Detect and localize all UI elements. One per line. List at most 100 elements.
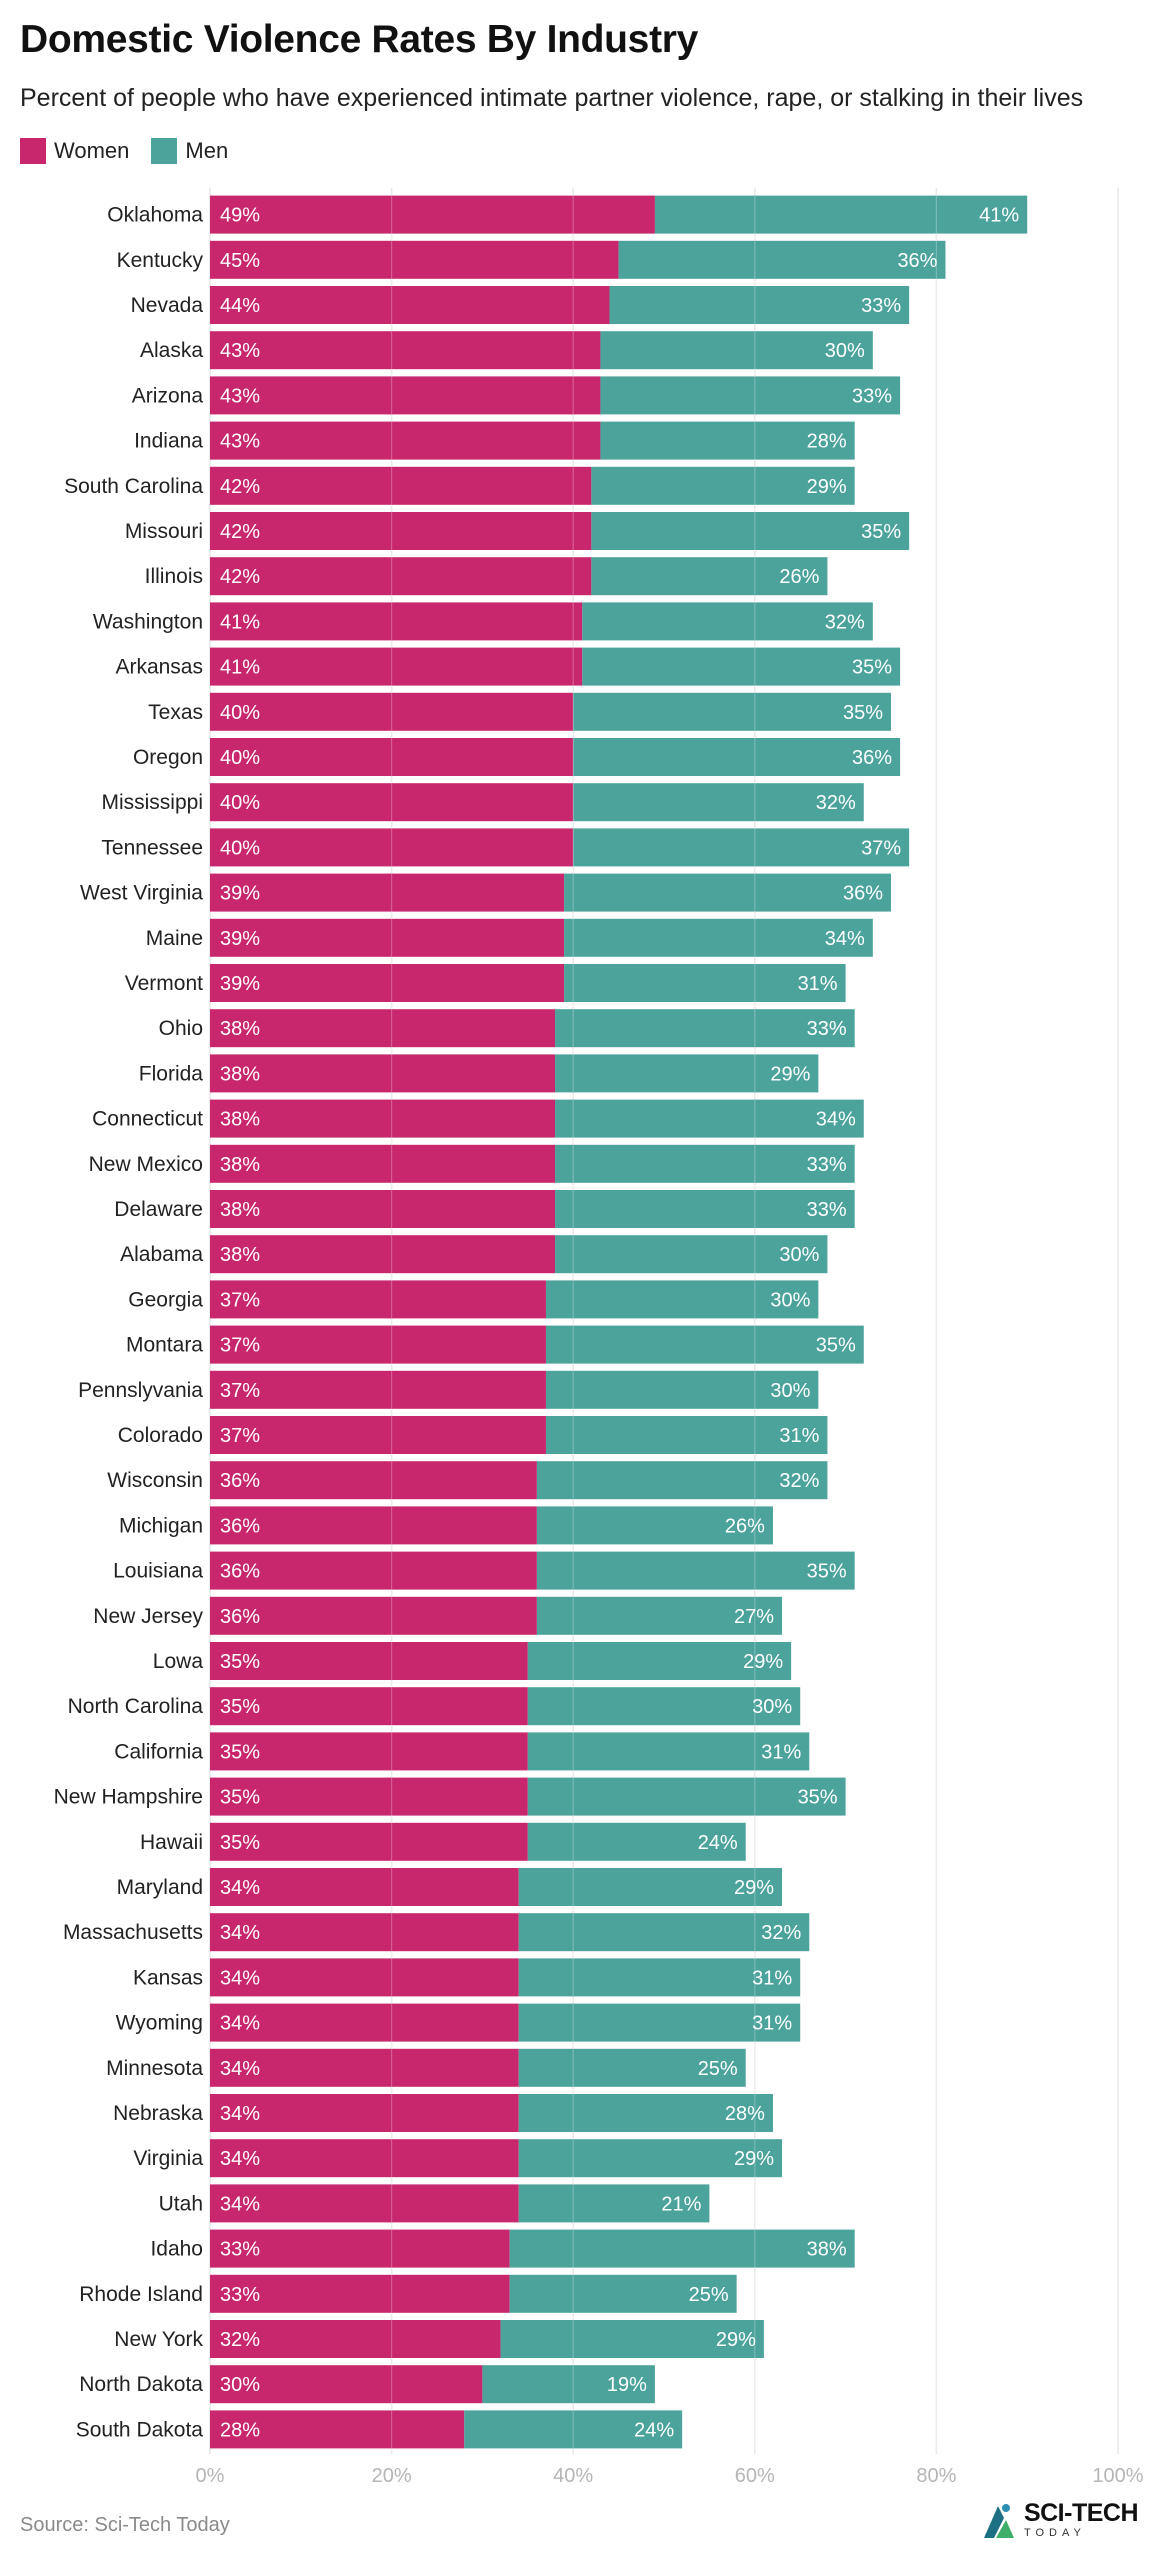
bar-women: [210, 1868, 519, 1906]
bar-men: [555, 1054, 819, 1093]
data-label-women: 38%: [220, 1018, 260, 1040]
data-label-women: 34%: [220, 1967, 260, 1989]
bar-women: [210, 1416, 546, 1454]
bar-men: [564, 964, 846, 1002]
data-label-men: 33%: [807, 1018, 847, 1040]
data-label-women: 35%: [220, 1832, 260, 1854]
category-label: Kentucky: [117, 249, 204, 272]
category-label: Alaska: [140, 339, 203, 362]
bar-women: [210, 466, 592, 505]
bar-men: [609, 286, 910, 324]
category-label: Louisiana: [113, 1560, 203, 1583]
data-label-men: 36%: [843, 883, 883, 905]
bar-women: [210, 1461, 537, 1500]
category-label: North Dakota: [79, 2373, 203, 2396]
bar-women: [210, 1190, 556, 1228]
bar-women: [210, 421, 601, 460]
sci-tech-logo: SCI-TECH TODAY: [980, 2500, 1139, 2540]
data-label-men: 26%: [779, 566, 819, 588]
category-label: Connecticut: [92, 1108, 203, 1131]
legend-label-men: Men: [185, 138, 229, 163]
data-label-men: 27%: [734, 1606, 774, 1628]
bar-men: [618, 240, 946, 279]
data-label-women: 41%: [220, 657, 260, 679]
bar-women: [210, 1687, 528, 1726]
data-label-women: 33%: [220, 2284, 260, 2306]
data-label-men: 33%: [861, 295, 901, 317]
data-label-men: 32%: [779, 1470, 819, 1492]
data-label-men: 25%: [689, 2284, 729, 2306]
data-label-women: 35%: [220, 1787, 260, 1809]
category-label: Alabama: [120, 1243, 203, 1266]
data-label-men: 28%: [725, 2103, 765, 2125]
data-label-women: 43%: [220, 340, 260, 362]
category-label: Maryland: [117, 1876, 203, 1899]
legend-item-men: Men: [151, 138, 228, 164]
data-label-women: 39%: [220, 883, 260, 905]
bar-men: [555, 1190, 855, 1228]
data-label-men: 31%: [779, 1425, 819, 1447]
category-label: Hawaii: [140, 1831, 203, 1854]
legend-swatch-men: [151, 138, 178, 164]
bar-women: [210, 1642, 528, 1680]
x-tick-label: 80%: [916, 2465, 956, 2487]
x-tick-label: 20%: [372, 2465, 412, 2487]
category-label: Maine: [146, 927, 203, 950]
data-label-men: 31%: [752, 1967, 792, 1989]
bar-women: [210, 1325, 546, 1364]
category-label: Kansas: [133, 1966, 203, 1989]
bar-women: [210, 195, 655, 234]
data-label-women: 42%: [220, 566, 260, 588]
category-label: New York: [114, 2328, 203, 2351]
data-label-women: 38%: [220, 1244, 260, 1266]
data-label-women: 41%: [220, 611, 260, 633]
data-label-men: 41%: [979, 205, 1019, 227]
bar-women: [210, 286, 610, 324]
bar-women: [210, 1913, 519, 1952]
bar-men: [527, 1822, 746, 1861]
bar-men: [482, 2365, 655, 2404]
bar-men: [573, 828, 910, 867]
data-label-men: 33%: [807, 1154, 847, 1176]
bar-women: [210, 964, 565, 1002]
bar-women: [210, 828, 574, 867]
x-tick-label: 60%: [735, 2465, 775, 2487]
category-label: Oklahoma: [107, 204, 203, 227]
data-label-women: 36%: [220, 1515, 260, 1537]
category-label: Georgia: [128, 1288, 203, 1311]
data-label-men: 38%: [807, 2239, 847, 2261]
bar-men: [600, 376, 901, 415]
data-label-men: 32%: [816, 792, 856, 814]
bar-women: [210, 2410, 465, 2449]
chart-subtitle: Percent of people who have experienced i…: [20, 84, 1084, 112]
bar-women: [210, 1370, 546, 1409]
data-label-women: 40%: [220, 747, 260, 769]
bar-men: [500, 2320, 764, 2358]
bar-men: [545, 1370, 819, 1409]
bar-women: [210, 2139, 519, 2178]
category-label: Wyoming: [116, 2012, 203, 2035]
category-label: Idaho: [150, 2238, 203, 2261]
bar-men: [591, 466, 855, 505]
category-label: South Dakota: [76, 2418, 204, 2441]
data-label-men: 33%: [852, 385, 892, 407]
bar-men: [564, 873, 891, 912]
category-label: North Carolina: [68, 1695, 204, 1718]
bar-men: [600, 331, 873, 370]
category-label: Missouri: [125, 520, 203, 543]
category-label: Lowa: [153, 1650, 204, 1673]
data-label-men: 29%: [807, 476, 847, 498]
bar-men: [573, 692, 891, 731]
bar-women: [210, 2229, 510, 2268]
bar-women: [210, 2094, 519, 2132]
bar-men: [518, 1958, 801, 1997]
bar-men: [582, 602, 873, 641]
bar-men: [518, 1868, 783, 1906]
bar-men: [654, 195, 1028, 234]
data-label-women: 34%: [220, 1922, 260, 1944]
data-label-women: 34%: [220, 1877, 260, 1899]
bar-men: [527, 1687, 801, 1726]
bar-men: [527, 1732, 810, 1771]
bar-men: [536, 1551, 855, 1590]
logo-sub-text: TODAY: [1023, 2527, 1086, 2539]
